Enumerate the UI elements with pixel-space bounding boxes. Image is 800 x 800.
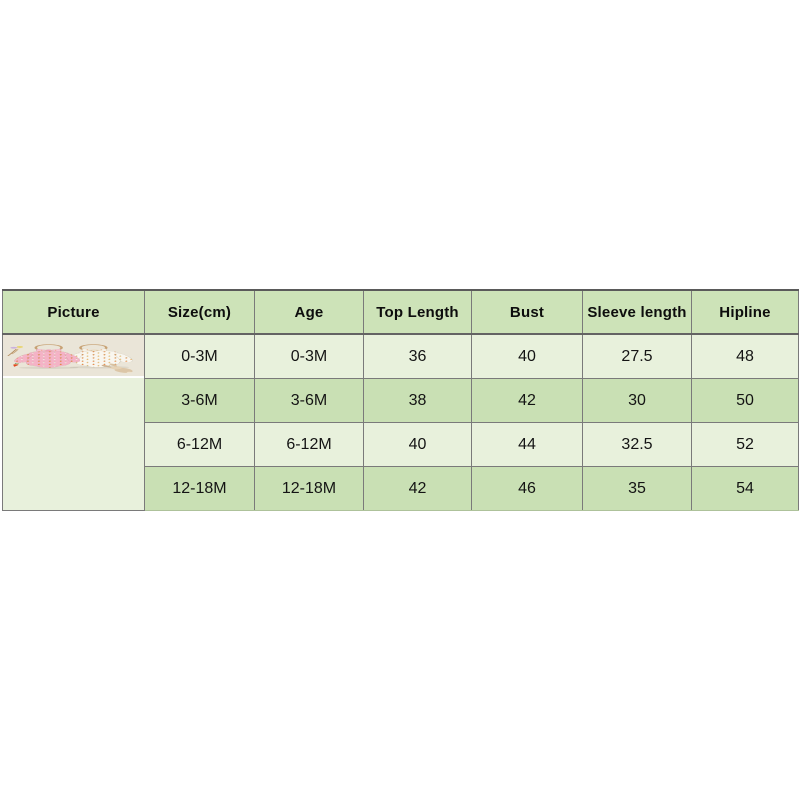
cell-age: 3-6M [254, 378, 364, 423]
product-photo [2, 333, 145, 511]
cell-bust: 42 [471, 378, 583, 423]
cell-sleeve-length: 27.5 [582, 333, 692, 379]
header-cell-hipline: Hipline [691, 289, 799, 335]
header-cell-sleeve-length: Sleeve length [582, 289, 692, 335]
cell-top-length: 38 [363, 378, 472, 423]
cell-bust: 40 [471, 333, 583, 379]
cell-sleeve-length: 30 [582, 378, 692, 423]
size-chart: Picture Size(cm) Age Top Length Bust Sle… [2, 289, 799, 511]
cell-top-length: 42 [363, 466, 472, 511]
cell-bust: 44 [471, 422, 583, 467]
cell-age: 0-3M [254, 333, 364, 379]
table-row: 12-18M 12-18M 42 46 35 54 [3, 466, 799, 511]
cell-size: 6-12M [144, 422, 255, 467]
carrot-icon [13, 363, 20, 367]
rompers-photo-illustration [3, 335, 144, 378]
cell-hipline: 48 [691, 333, 799, 379]
cell-hipline: 54 [691, 466, 799, 511]
cell-top-length: 40 [363, 422, 472, 467]
romper-pink [14, 350, 81, 368]
table-row: 3-6M 3-6M 38 42 30 50 [3, 378, 799, 423]
table-row: 0-3M 0-3M 36 40 27.5 48 [2, 333, 799, 511]
header-cell-size: Size(cm) [144, 289, 255, 335]
header-cell-picture: Picture [2, 289, 145, 335]
cell-size: 3-6M [144, 378, 255, 423]
header-cell-age: Age [254, 289, 364, 335]
header-row: Picture Size(cm) Age Top Length Bust Sle… [2, 289, 799, 335]
bunny-plush-icon [101, 363, 133, 374]
cell-age: 12-18M [254, 466, 364, 511]
cell-sleeve-length: 35 [582, 466, 692, 511]
headband-white-icon [79, 344, 108, 352]
cell-age: 6-12M [254, 422, 364, 467]
cell-size: 0-3M [144, 333, 255, 379]
cell-bust: 46 [471, 466, 583, 511]
header-cell-bust: Bust [471, 289, 583, 335]
cell-top-length: 36 [363, 333, 472, 379]
headband-pink-icon [34, 344, 63, 352]
cell-hipline: 50 [691, 378, 799, 423]
cell-hipline: 52 [691, 422, 799, 467]
flower-stem-icon [7, 346, 23, 357]
size-chart-table: Picture Size(cm) Age Top Length Bust Sle… [2, 289, 799, 511]
table-row: 6-12M 6-12M 40 44 32.5 52 [3, 422, 799, 467]
header-cell-top-length: Top Length [363, 289, 472, 335]
cell-size: 12-18M [144, 466, 255, 511]
cell-sleeve-length: 32.5 [582, 422, 692, 467]
